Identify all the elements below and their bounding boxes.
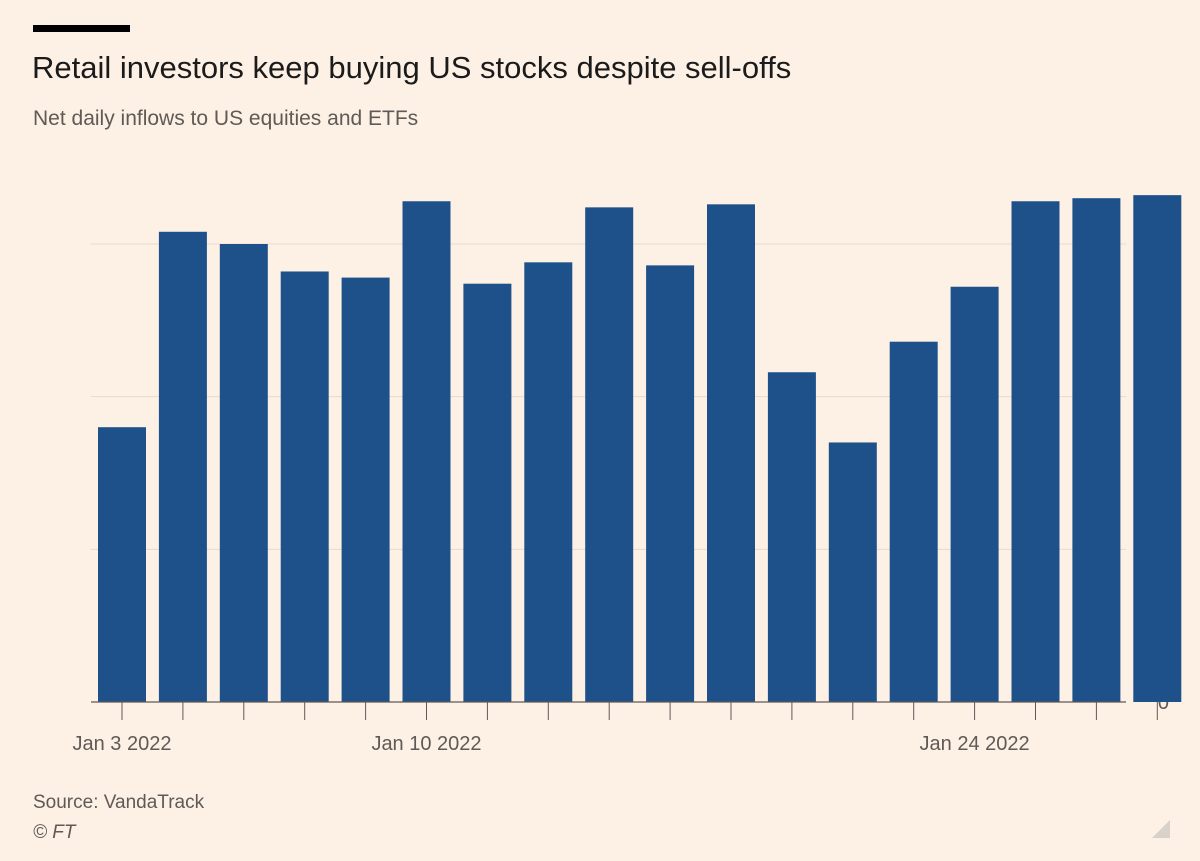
- chart-title: Retail investors keep buying US stocks d…: [32, 50, 792, 85]
- bar: [402, 201, 451, 702]
- bar: [463, 283, 512, 702]
- x-tick-label: Jan 3 2022: [73, 733, 172, 755]
- bar: [585, 207, 634, 703]
- bar: [950, 286, 999, 702]
- bar: [98, 427, 146, 702]
- bar: [1133, 195, 1182, 702]
- source-note: Source: VandaTrack: [33, 792, 205, 813]
- bar: [889, 341, 938, 702]
- bar: [219, 244, 268, 702]
- x-tick-label: Jan 24 2022: [920, 733, 1030, 755]
- y-tick-label: 0: [1158, 692, 1169, 714]
- chart-subtitle: Net daily inflows to US equities and ETF…: [33, 107, 419, 130]
- title-accent-bar: [33, 25, 130, 32]
- bar: [524, 262, 573, 702]
- resize-grip-icon[interactable]: [1152, 820, 1170, 838]
- bar: [280, 271, 329, 702]
- bar: [646, 265, 695, 702]
- bar: [828, 442, 877, 702]
- bar: [158, 231, 207, 702]
- bar: [341, 277, 390, 702]
- copyright-note: © FT: [33, 822, 76, 843]
- bar: [1011, 201, 1060, 702]
- bar: [767, 372, 816, 702]
- bar: [707, 204, 755, 702]
- bar: [1072, 198, 1121, 702]
- x-tick-label: Jan 10 2022: [371, 733, 481, 755]
